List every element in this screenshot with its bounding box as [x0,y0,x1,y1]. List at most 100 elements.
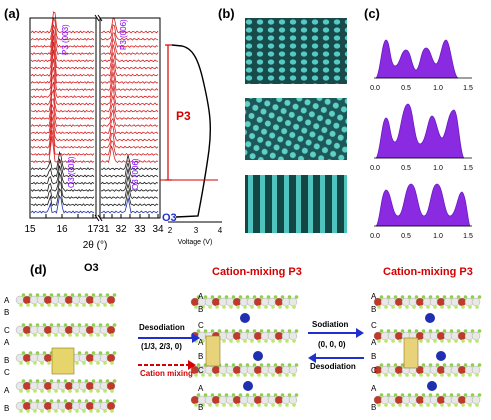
oxygen-atom [210,393,215,397]
oxygen-atom [224,363,229,367]
peak-label-o3-006: O3 (006) [131,158,140,190]
oxygen-atom [47,303,51,307]
atom-sphere [450,297,460,307]
oxygen-atom [461,373,465,377]
oxygen-atom [110,333,114,337]
xrd-trace-right [100,64,159,84]
oxygen-atom [393,363,398,367]
tem-image-3 [245,175,347,233]
oxygen-atom [456,295,461,299]
oxygen-atom [63,293,68,297]
oxygen-atom [435,295,440,299]
layer-stacking-label: B [198,305,204,314]
oxygen-atom [278,339,282,343]
atom-sphere [464,331,474,341]
oxygen-atom [250,373,254,377]
oxygen-atom [271,373,275,377]
oxygen-atom [470,393,475,397]
panel-label-a: (a) [4,6,20,21]
oxygen-atom [201,305,205,309]
oxygen-atom [75,333,79,337]
atom-sphere [401,297,411,307]
xrd-trace-left [30,58,95,84]
oxygen-atom [428,295,433,299]
panel-label-d: (d) [30,262,47,277]
atom-sphere [471,297,481,307]
oxygen-atom [35,293,40,297]
oxygen-atom [400,363,405,367]
xrd-trace-right [100,168,159,185]
atom-sphere [429,331,439,341]
atom-sphere [36,381,46,391]
oxygen-atom [433,373,437,377]
atom-sphere [401,395,411,405]
oxygen-atom [252,393,257,397]
oxygen-atom [236,305,240,309]
oxygen-atom [224,295,229,299]
oxygen-atom [222,339,226,343]
atom-sphere [36,295,46,305]
xrd-trace-left [30,30,95,56]
oxygen-atom [89,389,93,393]
oxygen-atom [386,363,391,367]
oxygen-atom [98,293,103,297]
oxygen-atom [468,373,472,377]
oxygen-atom [201,339,205,343]
oxygen-atom [287,329,292,333]
oxygen-atom [110,389,114,393]
oxygen-atom [379,363,384,367]
atom-sphere [36,325,46,335]
atom-sphere [387,395,397,405]
oxygen-atom [96,303,100,307]
atom-sphere [267,331,277,341]
arrow1-vector-label: (1/3, 2/3, 0) [141,342,182,351]
oxygen-atom [379,329,384,333]
oxygen-atom [210,329,215,333]
atom-sphere [43,325,53,335]
oxygen-atom [19,333,23,337]
phase-label-p3: P3 [176,109,191,123]
oxygen-atom [47,333,51,337]
oxygen-atom [250,403,254,407]
mixed-cation-atom [253,351,263,361]
oxygen-atom [42,293,47,297]
xrd-trace-left [31,24,95,48]
oxygen-atom [103,389,107,393]
xrd-trace-left [30,35,95,63]
atom-sphere [29,381,39,391]
oxygen-atom [463,295,468,299]
mixed-cation-atom [240,313,250,323]
oxygen-atom [287,363,292,367]
oxygen-atom [196,363,201,367]
oxygen-atom [238,329,243,333]
profile-3-tick-1: 0.5 [401,233,411,240]
atom-sphere [380,365,390,375]
oxygen-atom [245,363,250,367]
oxygen-atom [54,303,58,307]
oxygen-atom [42,323,47,327]
atom-sphere [394,365,404,375]
atom-sphere [267,297,277,307]
profile-2-tick-0: 0.0 [370,165,380,172]
layer-stacking-label: C [4,368,10,377]
layer-stacking-label: B [198,403,204,412]
oxygen-atom [21,399,26,403]
atom-sphere [260,395,270,405]
oxygen-atom [398,305,402,309]
oxygen-atom [398,373,402,377]
atom-sphere [50,401,60,411]
oxygen-atom [426,373,430,377]
profile-2-tick-1: 0.5 [401,165,411,172]
profile-1-tick-1: 0.5 [401,85,411,92]
atom-sphere [267,395,277,405]
structure-title-p3-mid: Cation-mixing P3 [212,266,302,278]
oxygen-atom [210,295,215,299]
layer-stacking-label: B [371,352,377,361]
oxygen-atom [470,363,475,367]
atom-sphere [429,395,439,405]
atom-sphere [260,297,270,307]
oxygen-atom [40,389,44,393]
structure-title-p3-right: Cation-mixing P3 [383,266,473,278]
xrd-trace-left [30,130,95,156]
oxygen-atom [393,295,398,299]
